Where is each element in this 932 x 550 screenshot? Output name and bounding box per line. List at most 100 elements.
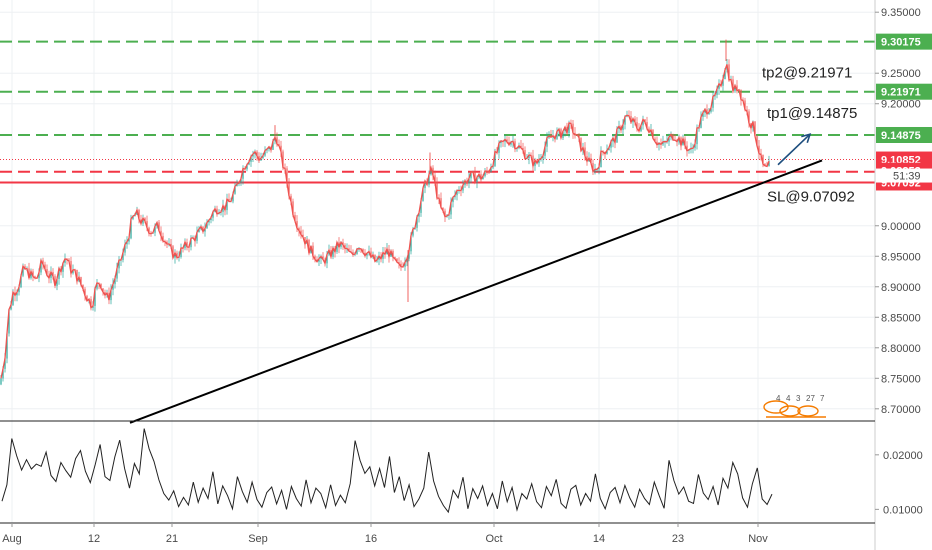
candle-body [6, 333, 8, 359]
candle-body [736, 85, 738, 91]
countdown-bg [876, 168, 932, 183]
trendline[interactable] [129, 159, 823, 424]
price-tag-bg-1 [876, 83, 932, 100]
candle-body [442, 207, 444, 211]
candle-body [616, 128, 618, 143]
candle-body [70, 261, 72, 274]
indicator-y-axis: 0.02000 0.01000 [875, 450, 923, 516]
candle-body [474, 171, 476, 183]
candle-body [356, 248, 358, 255]
candle-body [72, 269, 74, 274]
candle-body [236, 184, 238, 187]
price-tag-bg-0 [876, 33, 932, 50]
candle-body [32, 271, 34, 277]
candle-body [682, 138, 684, 146]
x-tick-label-4: 16 [365, 533, 377, 545]
candle-body [16, 292, 18, 296]
y-tick-label-8: 8.75000 [881, 373, 921, 385]
candle-body [42, 260, 44, 265]
candle-body [116, 268, 118, 279]
candle-body [574, 132, 576, 136]
candle-body [344, 244, 346, 249]
candle-body [184, 242, 186, 249]
candle-body [768, 161, 770, 167]
candle-body [652, 129, 654, 139]
candle-body [130, 218, 132, 239]
candle-body [646, 122, 648, 129]
candle-body [440, 198, 442, 208]
candle-body [146, 221, 148, 228]
candle-body [38, 272, 40, 279]
annotation-0: tp2@9.21971 [762, 64, 852, 81]
candle-body [746, 109, 748, 112]
candle-body [390, 250, 392, 257]
price-tag-0: 9.30175 [881, 37, 921, 49]
candle-body [672, 134, 674, 140]
candle-body [568, 122, 570, 134]
candle-body [468, 178, 470, 184]
x-tick-label-0: Aug [2, 533, 22, 545]
legend-icon-inner [779, 405, 801, 417]
candle-body [126, 241, 128, 245]
x-tick-label-3: Sep [248, 533, 268, 545]
y-tick-label-9: 8.70000 [881, 404, 921, 416]
candle-body [428, 174, 430, 185]
price-line [0, 64, 770, 379]
candle-body [408, 251, 410, 259]
candle-body [756, 136, 758, 146]
candle-body [312, 245, 314, 257]
candle-body [456, 190, 458, 196]
candle-body [418, 212, 420, 217]
y-tick-label-5: 8.90000 [881, 282, 921, 294]
legend-icon-outer [797, 405, 819, 417]
candle-body [662, 141, 664, 145]
x-axis: Aug 12 21 Sep 16 Oct 14 23 Nov [2, 523, 768, 545]
candle-body [462, 185, 464, 191]
candle-body [338, 242, 340, 248]
candle-body [424, 180, 426, 189]
candle-body [40, 260, 42, 273]
candle-body [348, 248, 350, 252]
candle-body [606, 150, 608, 154]
candle-body [494, 151, 496, 166]
candle-body [294, 214, 296, 222]
candle-body [90, 299, 92, 308]
ind-y-tick-label-1: 0.01000 [883, 504, 923, 516]
candle-body [718, 83, 720, 89]
candle-body [452, 197, 454, 203]
candle-body [112, 284, 114, 290]
candle-body [716, 88, 718, 95]
y-tick-label-2: 9.20000 [881, 99, 921, 111]
candle-body [336, 242, 338, 252]
candle-body [50, 272, 52, 278]
candle-body [748, 111, 750, 124]
candle-body [54, 276, 56, 286]
indicator-legend[interactable]: 4 4 3 27 7 [763, 394, 826, 418]
x-tick-label-7: 23 [672, 533, 684, 545]
candle-body [508, 141, 510, 145]
candle-body [216, 208, 218, 214]
candle-body [276, 137, 278, 145]
candle-body [64, 258, 66, 264]
candle-body [330, 250, 332, 257]
candle-body [124, 244, 126, 253]
annotation-2: SL@9.07092 [767, 188, 855, 205]
candle-body [282, 151, 284, 168]
candle-body [684, 138, 686, 146]
candle-body [232, 193, 234, 202]
candle-body [376, 259, 378, 262]
candle-body [758, 145, 760, 154]
candle-body [208, 220, 210, 223]
candle-body [400, 263, 402, 267]
candle-body [290, 195, 292, 202]
candle-body [744, 100, 746, 110]
candle-body [170, 243, 172, 247]
candle-body [654, 138, 656, 142]
candle-body [362, 248, 364, 253]
candle-body [510, 141, 512, 145]
arrow-line[interactable] [777, 133, 811, 166]
price-line-path [0, 64, 770, 379]
candle-body [14, 292, 16, 296]
candle-body [734, 85, 736, 92]
candle-body [210, 217, 212, 221]
